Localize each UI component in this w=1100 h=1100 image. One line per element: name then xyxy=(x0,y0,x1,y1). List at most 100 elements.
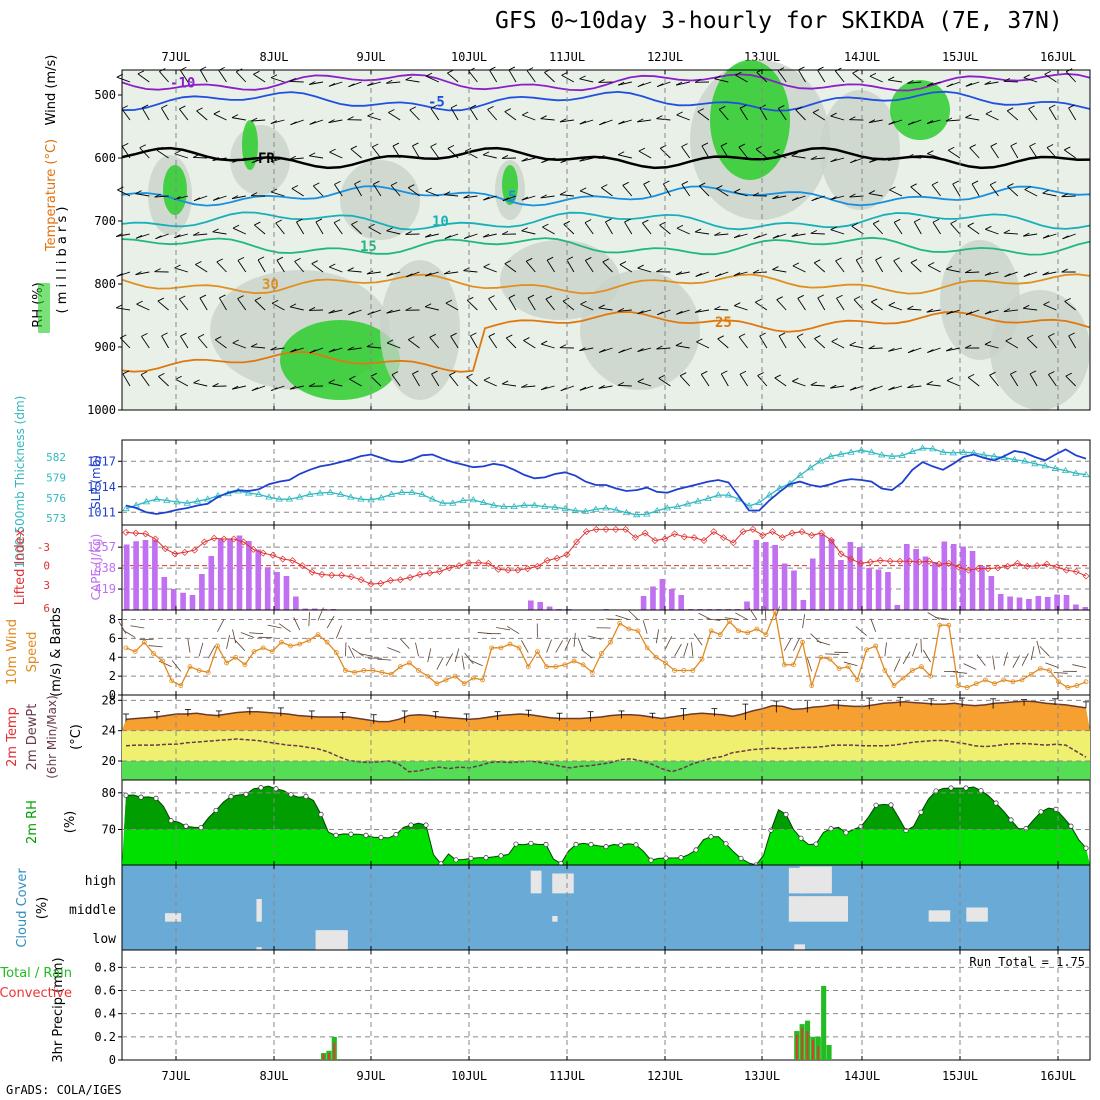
wind-barb-flag xyxy=(985,225,992,230)
wind-barb xyxy=(1048,336,1057,349)
wind-barb xyxy=(665,636,673,649)
wind-speed-point xyxy=(635,628,641,634)
wind-barb xyxy=(505,337,517,349)
wind-barb xyxy=(752,271,767,274)
rh-point xyxy=(138,794,144,800)
wind-barb xyxy=(1007,186,1019,197)
wind-barb xyxy=(174,233,189,239)
lifted-index-point xyxy=(396,576,404,584)
wind-barb xyxy=(683,642,689,657)
wind-barb-flag xyxy=(967,222,974,227)
wind-barb-flag xyxy=(739,104,747,109)
wind-barb-flag xyxy=(792,377,799,382)
wind-barb xyxy=(249,632,264,635)
wind-barb-flag xyxy=(135,271,142,276)
rh-point xyxy=(1083,845,1089,851)
thickness-point xyxy=(326,488,334,495)
cloud-level-label: low xyxy=(93,932,117,947)
wind-speed-point xyxy=(672,668,677,673)
lifted-index-point xyxy=(808,531,816,539)
thickness-point xyxy=(438,499,447,506)
wind-barb-flag xyxy=(676,224,684,229)
lifted-index-point xyxy=(338,571,346,579)
wind-barb-flag xyxy=(254,221,261,226)
wind-barb xyxy=(946,380,961,387)
lifted-index-point xyxy=(347,573,355,581)
wind-speed-point xyxy=(123,645,129,651)
thickness-point xyxy=(1051,464,1060,471)
wind-barb xyxy=(714,308,729,311)
wind-speed-point xyxy=(315,632,321,638)
wind-barb xyxy=(627,609,639,620)
wind-barb-flag xyxy=(308,382,316,387)
wind-barb xyxy=(502,383,517,387)
wind-barb-flag xyxy=(137,70,145,75)
wind-barb xyxy=(463,195,478,199)
wind-barb xyxy=(291,188,304,197)
wind-barb-flag xyxy=(521,157,528,162)
wind-barb xyxy=(309,155,324,159)
wind-barb-flag xyxy=(656,268,663,273)
wind-barb-flag xyxy=(174,196,181,200)
lifted-index-point xyxy=(788,529,796,537)
chart-title: GFS 0~10day 3-hourly for SKIKDA (7E, 37N… xyxy=(495,8,1063,34)
wind-barb xyxy=(1003,80,1018,83)
rh-point xyxy=(963,785,969,791)
wind-barb-flag xyxy=(470,332,477,337)
wind-barb xyxy=(1026,337,1038,349)
wind-barb-flag xyxy=(447,69,454,74)
wind-speed-point xyxy=(507,641,513,647)
wind-barb-flag xyxy=(695,309,702,313)
wind-barb xyxy=(1010,373,1019,387)
wind-barb xyxy=(523,340,536,349)
wind-speed-point xyxy=(416,668,421,673)
precip-convective-bar xyxy=(333,1042,336,1060)
thickness-point xyxy=(489,501,498,508)
wind-barb-flag xyxy=(1028,105,1035,110)
wind-barb xyxy=(813,262,826,273)
cape-bar xyxy=(678,595,685,610)
lifted-index-point xyxy=(259,549,267,557)
wind-barb xyxy=(483,379,497,387)
wind-barb xyxy=(984,81,999,85)
cape-bar xyxy=(903,544,910,610)
wind-barb xyxy=(289,80,304,83)
cape-bar xyxy=(199,574,205,610)
wind-barb xyxy=(561,74,575,83)
wind-barb xyxy=(681,184,691,197)
y-tick-label: 0 xyxy=(109,688,116,702)
wind-barb xyxy=(367,115,382,121)
wind-barb xyxy=(893,222,903,235)
wind-barb-flag xyxy=(617,81,625,86)
dewpoint-line xyxy=(125,738,1087,773)
y-tick-label: 70 xyxy=(102,822,116,836)
cape-bar xyxy=(753,540,760,610)
wind-barb xyxy=(333,222,343,235)
wind-barb-flag xyxy=(1003,308,1011,313)
wind-speed-point xyxy=(809,683,815,688)
wind-barb-flag xyxy=(406,273,413,278)
wind-barb-flag xyxy=(521,196,529,201)
wind-barb-flag xyxy=(1003,229,1011,234)
wind-barb xyxy=(399,638,410,650)
y-tick-label: 0 xyxy=(109,1053,116,1067)
wind-barb xyxy=(643,183,652,197)
wind-speed-point xyxy=(187,664,193,670)
wind-barb-flag xyxy=(180,332,187,337)
wind-barb-flag xyxy=(772,266,779,270)
wind-barb xyxy=(390,185,401,197)
wind-barb xyxy=(427,648,432,663)
wind-barb xyxy=(309,81,324,85)
wind-barb xyxy=(777,108,787,121)
wind-barb xyxy=(1072,664,1087,669)
cape-bar xyxy=(819,534,825,610)
lifted-index-point xyxy=(769,528,777,536)
wind-barb-flag xyxy=(638,147,646,152)
wind-barb-flag xyxy=(618,120,625,125)
wind-barb xyxy=(436,656,444,670)
precip-convective-bar xyxy=(806,1031,809,1060)
wind-barb-flag xyxy=(449,371,456,376)
lifted-index-point xyxy=(945,559,953,567)
wind-barb-flag xyxy=(237,256,245,261)
wind-barb xyxy=(237,260,247,273)
